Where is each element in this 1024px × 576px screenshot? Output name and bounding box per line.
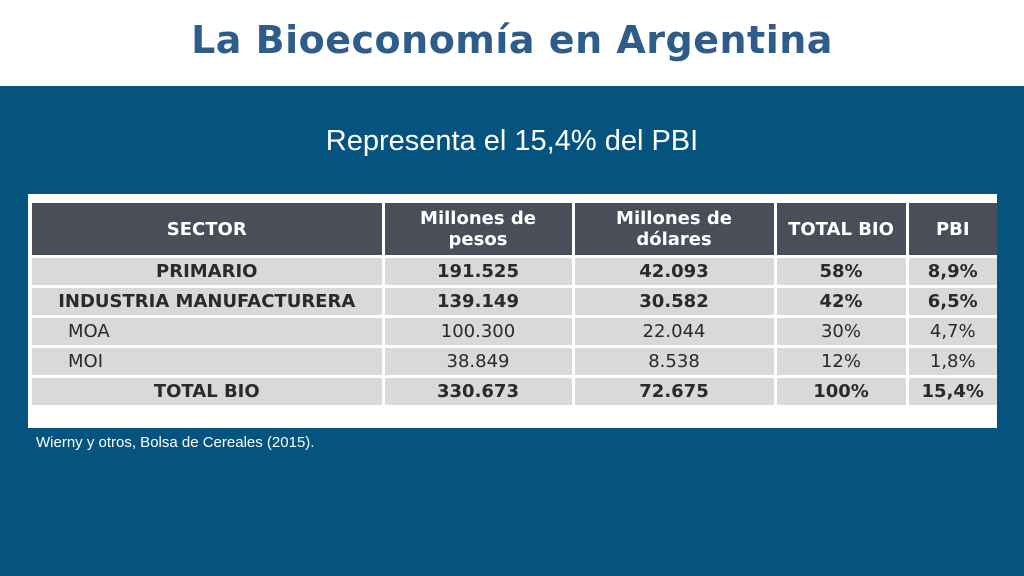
table-frame: SECTOR Millones de pesos Millones de dól… bbox=[28, 194, 997, 428]
cell-pesos: 100.300 bbox=[383, 315, 575, 347]
table-row: TOTAL BIO 330.673 72.675 100% 15,4% bbox=[32, 375, 997, 405]
header-pbi: PBI bbox=[907, 203, 997, 257]
cell-sector: MOI bbox=[32, 345, 385, 377]
title-bar: La Bioeconomía en Argentina bbox=[0, 0, 1024, 86]
cell-total-bio: 58% bbox=[775, 255, 909, 287]
cell-sector: MOA bbox=[32, 315, 385, 347]
cell-total-bio: 12% bbox=[775, 345, 909, 377]
table-header-row: SECTOR Millones de pesos Millones de dól… bbox=[32, 203, 997, 257]
cell-pesos: 38.849 bbox=[383, 345, 575, 377]
cell-dolares: 42.093 bbox=[573, 255, 777, 287]
cell-pesos: 330.673 bbox=[383, 375, 575, 405]
cell-pesos: 191.525 bbox=[383, 255, 575, 287]
table-row: INDUSTRIA MANUFACTURERA 139.149 30.582 4… bbox=[32, 285, 997, 317]
cell-pbi: 1,8% bbox=[907, 345, 997, 377]
table-row: MOA 100.300 22.044 30% 4,7% bbox=[32, 315, 997, 347]
header-sector: SECTOR bbox=[32, 203, 385, 257]
cell-sector: INDUSTRIA MANUFACTURERA bbox=[32, 285, 385, 317]
cell-sector: TOTAL BIO bbox=[32, 375, 385, 405]
cell-dolares: 22.044 bbox=[573, 315, 777, 347]
cell-total-bio: 42% bbox=[775, 285, 909, 317]
header-millones-dolares: Millones de dólares bbox=[573, 203, 777, 257]
slide-title: La Bioeconomía en Argentina bbox=[191, 18, 833, 62]
cell-total-bio: 100% bbox=[775, 375, 909, 405]
header-millones-pesos: Millones de pesos bbox=[383, 203, 575, 257]
bioeconomy-table: SECTOR Millones de pesos Millones de dól… bbox=[32, 203, 997, 405]
cell-pbi: 6,5% bbox=[907, 285, 997, 317]
slide-body: Representa el 15,4% del PBI SECTOR Millo… bbox=[0, 86, 1024, 576]
cell-dolares: 30.582 bbox=[573, 285, 777, 317]
slide-subtitle: Representa el 15,4% del PBI bbox=[325, 125, 699, 157]
cell-pesos: 139.149 bbox=[383, 285, 575, 317]
cell-dolares: 72.675 bbox=[573, 375, 777, 405]
table-row: PRIMARIO 191.525 42.093 58% 8,9% bbox=[32, 255, 997, 287]
source-citation: Wierny y otros, Bolsa de Cereales (2015)… bbox=[36, 434, 315, 451]
table-row: MOI 38.849 8.538 12% 1,8% bbox=[32, 345, 997, 377]
cell-total-bio: 30% bbox=[775, 315, 909, 347]
cell-pbi: 15,4% bbox=[907, 375, 997, 405]
cell-dolares: 8.538 bbox=[573, 345, 777, 377]
header-total-bio: TOTAL BIO bbox=[775, 203, 909, 257]
cell-sector: PRIMARIO bbox=[32, 255, 385, 287]
cell-pbi: 8,9% bbox=[907, 255, 997, 287]
cell-pbi: 4,7% bbox=[907, 315, 997, 347]
